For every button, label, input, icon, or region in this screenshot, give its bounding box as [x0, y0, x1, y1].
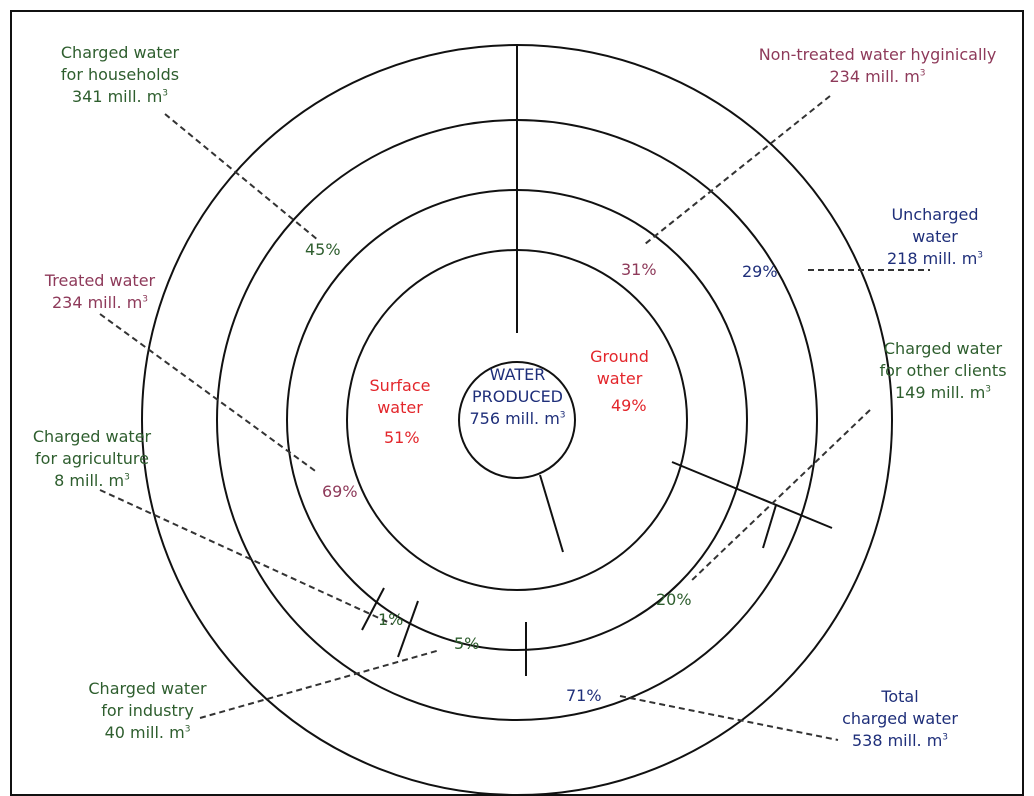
uncharged-label: Uncharged water 218 mill. m3	[886, 205, 984, 268]
industry-label: Charged water for industry 40 mill. m3	[88, 679, 207, 742]
other-clients-pct: 20%	[656, 590, 692, 609]
treated-water-pct: 69%	[322, 482, 358, 501]
non-treated-water-label: Non-treated water hyginically 234 mill. …	[758, 45, 997, 86]
surface-water-pct: 51%	[384, 428, 420, 447]
ring-center	[458, 361, 576, 479]
total-charged-pct: 71%	[566, 686, 602, 705]
leader-industry	[199, 649, 441, 719]
center-line2: PRODUCED	[472, 387, 563, 406]
leader-households	[164, 113, 319, 241]
uncharged-pct: 29%	[742, 262, 778, 281]
center-line1: WATER	[489, 365, 546, 384]
center-value: 756 mill. m3	[469, 409, 566, 428]
ground-water-pct: 49%	[611, 396, 647, 415]
non-treated-water-pct: 31%	[621, 260, 657, 279]
leader-other-clients	[689, 409, 871, 583]
industry-pct: 5%	[454, 634, 480, 653]
ground-water-label: Ground water	[590, 347, 649, 388]
leader-agriculture	[99, 489, 393, 625]
other-clients-label: Charged water for other clients 149 mill…	[879, 339, 1007, 402]
total-charged-label: Total charged water 538 mill. m3	[842, 687, 958, 750]
center-label: WATER PRODUCED 756 mill. m3	[455, 364, 580, 430]
agriculture-label: Charged water for agriculture 8 mill. m3	[32, 427, 152, 490]
households-label: Charged water for households 341 mill. m…	[60, 43, 180, 106]
surface-water-label: Surface water	[369, 376, 431, 417]
divider-agriculture-left	[361, 587, 385, 631]
households-pct: 45%	[305, 240, 341, 259]
divider-source-bottom	[539, 474, 564, 553]
leader-treated	[99, 313, 319, 474]
leader-total-charged	[619, 695, 839, 741]
treated-water-label: Treated water 234 mill. m3	[44, 271, 156, 312]
agriculture-pct: 1%	[378, 610, 404, 629]
divider-other-clients	[762, 504, 777, 549]
leader-non-treated	[644, 95, 831, 245]
divider-uncharged-charged	[671, 461, 833, 529]
divider-agriculture-right	[397, 600, 419, 658]
